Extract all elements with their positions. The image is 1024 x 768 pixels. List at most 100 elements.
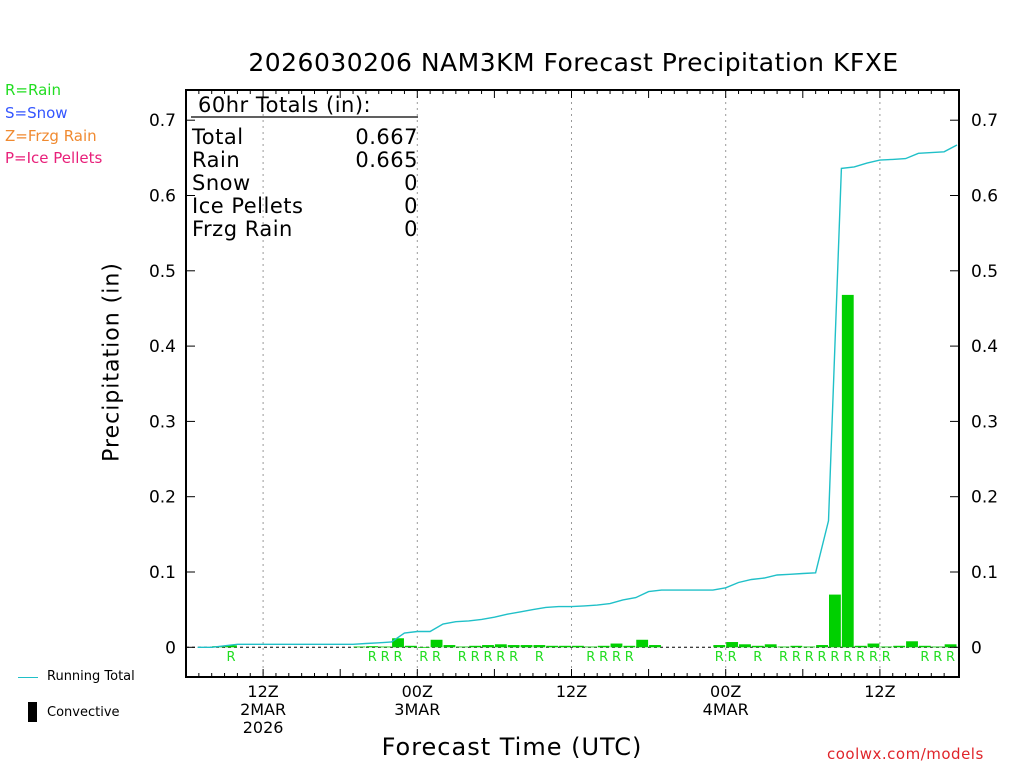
convective-key-label: Convective <box>47 705 120 720</box>
y-tick-label-right: 0.4 <box>971 337 998 357</box>
totals-value: 0 <box>404 194 418 218</box>
totals-label: Rain <box>192 148 240 172</box>
y-tick-label-left: 0.5 <box>149 262 176 282</box>
precip-bar <box>931 646 944 648</box>
precip-bar <box>610 643 623 648</box>
y-axis-label: Precipitation (in) <box>99 262 125 462</box>
precip-bar <box>379 646 392 648</box>
ptype-marker: R <box>419 650 428 665</box>
ptype-marker: R <box>728 650 737 665</box>
precip-bar <box>572 645 584 648</box>
y-tick-label-left: 0.7 <box>149 111 176 131</box>
precip-bar <box>456 646 469 648</box>
totals-value: 0.667 <box>355 125 418 149</box>
precip-bar <box>764 644 777 648</box>
precip-bar <box>867 643 880 648</box>
ptype-marker: R <box>509 650 518 665</box>
x-axis-label: Forecast Time (UTC) <box>381 733 643 761</box>
totals-label: Frzg Rain <box>192 217 293 241</box>
y-tick-label-right: 0.7 <box>971 111 998 131</box>
ptype-marker: R <box>869 650 878 665</box>
totals-value: 0 <box>404 217 418 241</box>
ptype-marker: R <box>753 650 762 665</box>
totals-label: Total <box>191 125 244 149</box>
ptype-marker: R <box>471 650 480 665</box>
legend-rain: R=Rain <box>5 81 61 99</box>
precip-bar <box>944 644 957 648</box>
precip-bar <box>507 645 520 648</box>
precip-bar <box>546 645 559 648</box>
precip-bar <box>816 645 828 648</box>
precip-bar <box>777 646 790 648</box>
precip-bar <box>880 646 893 648</box>
totals-label: Ice Pellets <box>192 194 303 218</box>
ptype-marker: R <box>394 650 403 665</box>
totals-header: 60hr Totals (in): <box>198 93 371 117</box>
ptype-marker: R <box>625 650 634 665</box>
x-tick-label: 2026 <box>243 718 284 737</box>
precip-bar <box>392 638 404 648</box>
precip-bar <box>841 294 854 648</box>
y-tick-label-right: 0.6 <box>971 187 998 207</box>
precip-bar <box>829 594 841 648</box>
ptype-marker: R <box>458 650 467 665</box>
precip-bar <box>623 645 636 648</box>
precip-bar <box>649 645 661 648</box>
y-tick-label-left: 0.3 <box>149 412 176 432</box>
ptype-marker: R <box>715 650 724 665</box>
precip-bar <box>854 645 867 648</box>
precip-bar <box>790 645 803 648</box>
x-tick-label: 2MAR <box>240 700 286 719</box>
convective-key-swatch <box>28 702 37 722</box>
ptype-marker: R <box>805 650 814 665</box>
precip-bar <box>417 646 430 648</box>
ptype-marker: R <box>586 650 595 665</box>
y-tick-label-right: 0.3 <box>971 412 998 432</box>
ptype-marker: R <box>856 650 865 665</box>
precip-bar <box>469 645 482 648</box>
x-tick-label: 12Z <box>864 682 895 701</box>
precip-bar <box>225 645 237 648</box>
ptype-marker: R <box>496 650 505 665</box>
precip-bar <box>906 641 918 648</box>
ptype-marker: R <box>599 650 608 665</box>
totals-value: 0.665 <box>355 148 418 172</box>
precip-bar <box>559 645 571 648</box>
ptype-marker: R <box>946 650 955 665</box>
x-tick-label: 3MAR <box>394 700 440 719</box>
precip-bar <box>713 645 726 648</box>
ptype-marker: R <box>830 650 839 665</box>
ptype-marker: R <box>368 650 377 665</box>
y-tick-label-left: 0.6 <box>149 187 176 207</box>
precip-bar <box>739 644 751 648</box>
ptype-marker: R <box>818 650 827 665</box>
y-tick-label-left: 0.1 <box>149 563 176 583</box>
precip-bar <box>443 645 456 648</box>
y-tick-label-right: 0 <box>971 638 982 658</box>
running-total-line <box>197 144 958 648</box>
legend-ice-pellets: P=Ice Pellets <box>5 149 103 167</box>
precip-bar <box>533 645 546 648</box>
ptype-marker: R <box>792 650 801 665</box>
ptype-marker: R <box>226 650 235 665</box>
precip-bar <box>751 645 764 648</box>
precip-bar <box>353 646 366 648</box>
ptype-marker: R <box>535 650 544 665</box>
legend-freezing-rain: Z=Frzg Rain <box>5 127 97 145</box>
y-tick-label-right: 0.1 <box>971 563 998 583</box>
ptype-marker: R <box>432 650 441 665</box>
precip-bar <box>597 645 610 648</box>
ptype-marker: R <box>779 650 788 665</box>
x-tick-label: 12Z <box>556 682 587 701</box>
precip-bar <box>482 645 494 648</box>
ptype-marker: R <box>920 650 929 665</box>
x-tick-label: 00Z <box>402 682 433 701</box>
precip-bar <box>893 645 906 648</box>
running-total-key-label: Running Total <box>47 669 135 684</box>
totals-label: Snow <box>192 171 251 195</box>
y-tick-label-left: 0 <box>165 638 176 658</box>
ptype-marker: R <box>612 650 621 665</box>
precip-bar <box>803 646 816 648</box>
precip-bar <box>726 642 739 648</box>
